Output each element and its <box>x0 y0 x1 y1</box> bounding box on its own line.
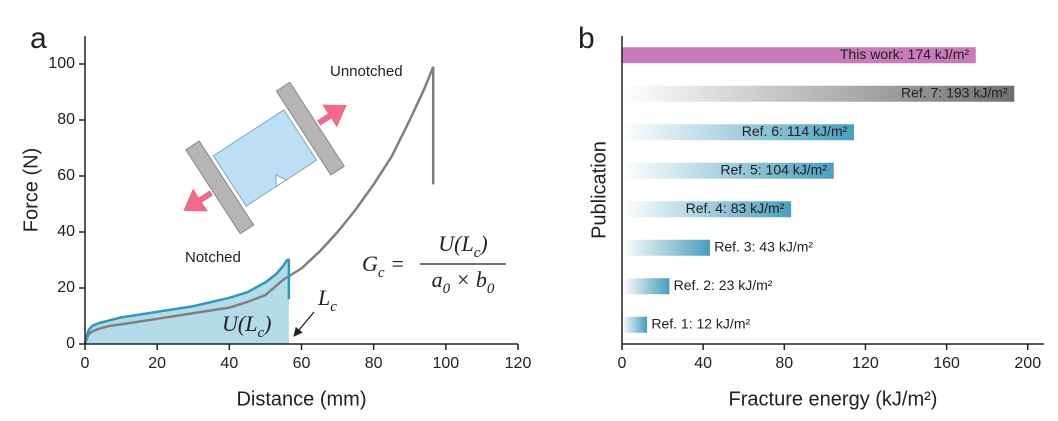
value-label: Ref. 1: 12 kJ/m² <box>651 315 750 331</box>
y-tick-label: 80 <box>57 111 75 128</box>
bar <box>622 316 647 333</box>
area-label: U(Lc) <box>222 311 271 341</box>
series-label: Notched <box>185 249 241 266</box>
series-label: Unnotched <box>330 63 403 80</box>
bar <box>622 239 710 256</box>
text-part: a <box>432 267 443 292</box>
text-part: 0 <box>443 281 451 297</box>
x-axis-label: Fracture energy (kJ/m²) <box>729 388 938 410</box>
bar <box>622 124 854 141</box>
text-part: ) <box>478 231 487 256</box>
text-part: c <box>330 299 337 315</box>
text-part: L <box>317 285 330 310</box>
text-part: U(L <box>438 231 473 256</box>
formula-numerator: U(Lc) <box>438 231 487 261</box>
value-label: This work: 174 kJ/m² <box>840 46 969 62</box>
x-tick-label: 40 <box>220 355 238 372</box>
value-label: Ref. 4: 83 kJ/m² <box>686 200 785 216</box>
text-part: ) <box>262 311 271 336</box>
text-part: × b <box>450 267 487 292</box>
y-axis-label: Force (N) <box>20 148 42 232</box>
y-tick-label: 100 <box>48 55 75 72</box>
value-label: Ref. 5: 104 kJ/m² <box>720 161 827 177</box>
specimen-illustration <box>183 81 347 235</box>
text-part: c <box>257 325 264 341</box>
line <box>83 66 435 345</box>
y-tick-label: 60 <box>57 167 75 184</box>
text-part: 0 <box>487 281 495 297</box>
y-tick-label: 0 <box>66 335 75 352</box>
text-part: U(L <box>222 311 257 336</box>
x-tick-label: 160 <box>933 355 960 372</box>
x-tick-label: 80 <box>775 355 793 372</box>
formula-denominator: a0 × b0 <box>432 267 495 297</box>
x-tick-label: 60 <box>293 355 311 372</box>
x-tick-label: 100 <box>432 355 459 372</box>
x-tick-label: 20 <box>148 355 166 372</box>
formula-lhs: Gc = <box>362 251 405 281</box>
x-tick-label: 200 <box>1014 355 1041 372</box>
value-label: Ref. 7: 193 kJ/m² <box>901 84 1008 100</box>
point-label: Lc <box>317 285 337 315</box>
panel-label: a <box>30 22 47 55</box>
x-tick-label: 40 <box>694 355 712 372</box>
x-tick-label: 120 <box>505 355 532 372</box>
value-label: Ref. 6: 114 kJ/m² <box>742 123 848 139</box>
bar <box>622 85 1014 102</box>
bar <box>622 201 791 218</box>
x-axis-label: Distance (mm) <box>236 388 366 410</box>
x-tick-label: 0 <box>618 355 627 372</box>
bar <box>622 278 669 295</box>
y-tick-label: 20 <box>57 279 75 296</box>
value-label: Ref. 3: 43 kJ/m² <box>714 238 813 254</box>
pointer-arrow <box>293 311 315 337</box>
x-tick-label: 80 <box>365 355 383 372</box>
text-part: G <box>362 251 378 276</box>
bar <box>622 162 833 179</box>
x-tick-label: 120 <box>852 355 879 372</box>
panel-label: b <box>578 22 595 55</box>
y-axis-label: Publication <box>588 141 610 239</box>
text-part: c <box>378 265 385 281</box>
text-part: c <box>474 245 481 261</box>
text-part: = <box>385 251 405 276</box>
line <box>83 258 291 345</box>
y-tick-label: 40 <box>57 223 75 240</box>
bar <box>622 47 976 64</box>
value-label: Ref. 2: 23 kJ/m² <box>674 277 773 293</box>
x-tick-label: 0 <box>81 355 90 372</box>
